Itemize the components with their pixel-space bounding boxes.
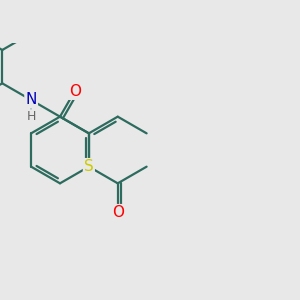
Text: N: N [26,92,37,107]
Text: O: O [112,205,124,220]
Text: S: S [84,159,94,174]
Text: O: O [69,84,81,99]
Text: H: H [26,110,36,123]
